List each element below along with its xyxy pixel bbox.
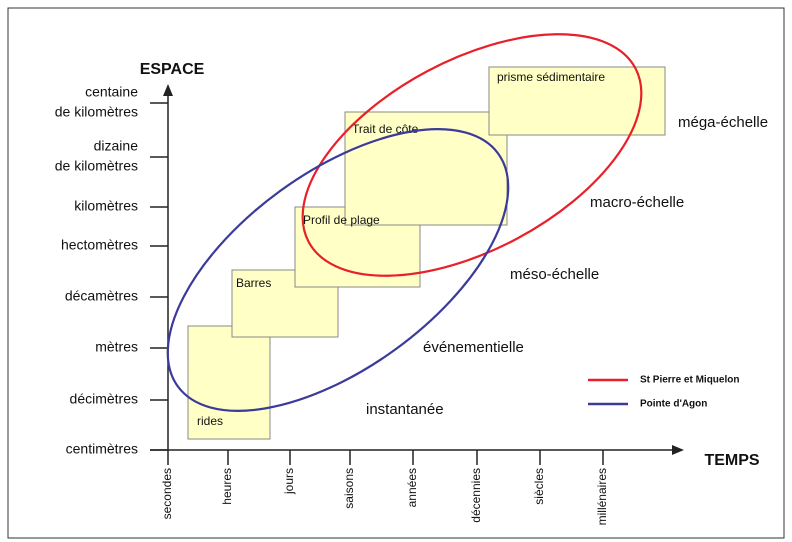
site-ellipse xyxy=(301,33,643,277)
scale-label: méga-échelle xyxy=(678,114,768,131)
scale-box xyxy=(187,325,271,440)
box-label: prisme sédimentaire xyxy=(497,70,605,84)
x-tick-label: décennies xyxy=(469,468,483,523)
y-tick-label: centaine xyxy=(85,84,138,100)
y-tick-label: hectomètres xyxy=(61,237,138,253)
y-tick-label: dizaine xyxy=(94,138,139,154)
scale-label: instantanée xyxy=(366,401,444,418)
y-tick-label: mètres xyxy=(95,339,138,355)
x-tick-label: jours xyxy=(282,468,296,495)
box-label: Profil de plage xyxy=(303,213,380,227)
site-ellipse xyxy=(166,128,510,412)
x-tick-label: secondes xyxy=(160,468,174,519)
scale-label: macro-échelle xyxy=(590,194,684,211)
scale-label: méso-échelle xyxy=(510,266,599,283)
legend-label: St Pierre et Miquelon xyxy=(640,375,739,386)
y-tick-label: de kilomètres xyxy=(55,158,138,174)
y-tick-label: décamètres xyxy=(65,288,138,304)
x-arrow xyxy=(672,445,684,455)
y-tick-label: décimètres xyxy=(70,391,138,407)
y-axis-label: ESPACE xyxy=(140,61,205,78)
y-tick-label: kilomètres xyxy=(74,198,138,214)
y-tick-label: centimètres xyxy=(66,441,138,457)
y-arrow xyxy=(163,84,173,96)
box-label: Barres xyxy=(236,276,271,290)
x-tick-label: années xyxy=(405,468,419,507)
frame xyxy=(7,7,785,539)
x-tick-label: heures xyxy=(220,468,234,505)
legend-label: Pointe d'Agon xyxy=(640,399,707,410)
x-axis-label: TEMPS xyxy=(704,452,759,469)
y-tick-label: de kilomètres xyxy=(55,104,138,120)
box-label: rides xyxy=(197,414,223,428)
scale-box xyxy=(344,111,508,226)
x-tick-label: millénaires xyxy=(595,468,609,525)
box-label: Trait de côte xyxy=(352,122,419,136)
x-tick-label: saisons xyxy=(342,468,356,509)
x-tick-label: siècles xyxy=(532,468,546,505)
scale-label: événementielle xyxy=(423,339,524,356)
